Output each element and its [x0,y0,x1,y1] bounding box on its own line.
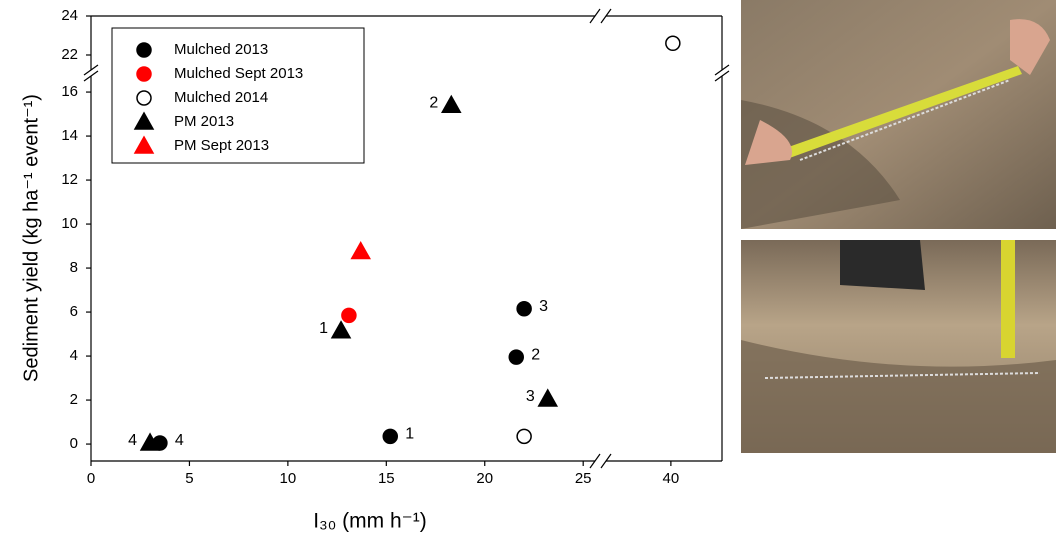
axis-break [714,70,730,82]
point [341,307,357,324]
point [508,349,524,365]
legend-marker [136,66,152,82]
axis-break [714,64,730,76]
y-tick-label: 0 [70,435,78,452]
axis-break [589,8,601,24]
point [665,35,681,52]
point-label: 1 [405,426,414,443]
y-axis-label: Sediment yield (kg ha⁻¹ event⁻¹) [20,94,42,382]
y-tick-label: 14 [61,127,78,144]
x-tick-label: 40 [663,470,680,487]
legend-label: PM 2013 [174,113,234,130]
y-tick-label: 4 [70,347,78,364]
y-tick-label: 2 [70,391,78,408]
legend-label: Mulched 2014 [174,89,268,106]
y-tick-label: 8 [70,259,78,276]
legend-marker [133,135,155,154]
point-label: 4 [175,432,184,449]
axis-break [83,64,99,76]
x-tick-label: 10 [280,470,297,487]
axis-break [600,453,612,469]
y-tick-label: 12 [61,171,78,188]
point-label: 1 [319,320,328,337]
legend-label: Mulched 2013 [174,41,268,58]
legend-marker [136,90,152,106]
y-tick-label: 24 [61,7,78,24]
point-label: 2 [429,94,438,111]
photo-top [741,0,1056,229]
point [440,94,462,114]
photo-bottom [741,240,1056,453]
y-tick-label: 16 [61,83,78,100]
axis-break [589,453,601,469]
y-tick-label: 6 [70,303,78,320]
x-tick-label: 20 [476,470,493,487]
point [330,320,352,339]
legend-marker [133,111,155,130]
legend-label: Mulched Sept 2013 [174,65,303,82]
axis-break [600,8,612,24]
point [516,428,532,445]
y-tick-label: 10 [61,215,78,232]
x-tick-label: 25 [575,470,592,487]
legend-box [111,27,365,164]
axis-break [83,70,99,82]
point-label: 3 [526,388,535,405]
y-tick-label: 22 [61,46,78,63]
x-tick-label: 15 [378,470,395,487]
point [139,432,161,451]
x-axis-label: I₃₀ (mm h⁻¹) [313,510,427,533]
legend-marker [136,42,152,58]
x-tick-label: 0 [87,470,95,487]
point [350,241,372,260]
x-tick-label: 5 [185,470,193,487]
point-label: 2 [531,346,540,363]
point [382,428,398,445]
point [537,388,559,407]
point-label: 4 [128,432,137,449]
point [516,301,532,317]
legend-label: PM Sept 2013 [174,137,269,154]
point-label: 3 [539,298,548,315]
